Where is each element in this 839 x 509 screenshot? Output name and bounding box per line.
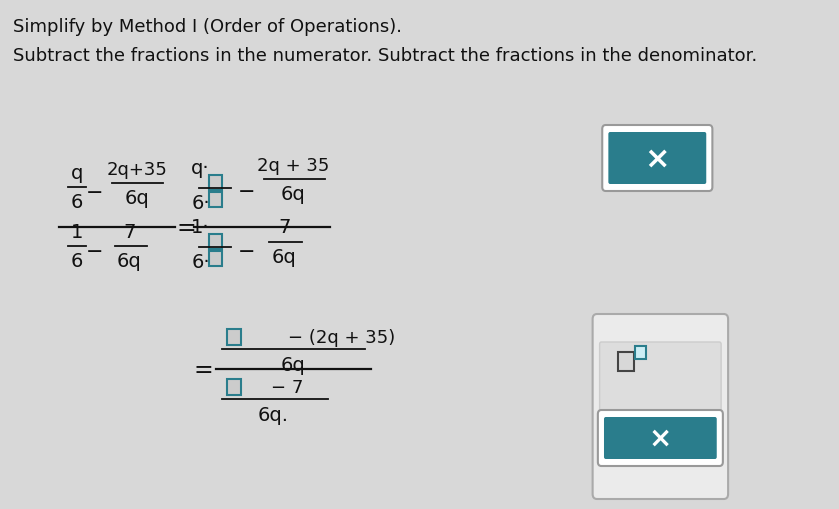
Text: =: =	[194, 357, 214, 381]
Text: 6: 6	[70, 192, 83, 212]
Text: − 7: − 7	[271, 378, 304, 396]
Text: q: q	[70, 164, 83, 183]
Text: 6q: 6q	[280, 355, 305, 374]
FancyBboxPatch shape	[210, 234, 222, 249]
FancyBboxPatch shape	[210, 175, 222, 190]
FancyBboxPatch shape	[227, 379, 242, 395]
Text: 6q: 6q	[125, 189, 149, 208]
Text: 6·: 6·	[191, 193, 210, 213]
FancyBboxPatch shape	[210, 251, 222, 266]
FancyBboxPatch shape	[598, 410, 723, 466]
Text: 6q: 6q	[272, 247, 296, 267]
FancyBboxPatch shape	[600, 343, 721, 411]
Text: Simplify by Method I (Order of Operations).: Simplify by Method I (Order of Operation…	[13, 18, 402, 36]
FancyBboxPatch shape	[618, 352, 634, 371]
Text: q·: q·	[191, 159, 210, 178]
FancyBboxPatch shape	[604, 417, 717, 459]
FancyBboxPatch shape	[227, 329, 242, 345]
Text: Subtract the fractions in the numerator. Subtract the fractions in the denominat: Subtract the fractions in the numerator.…	[13, 47, 758, 65]
FancyBboxPatch shape	[635, 346, 646, 359]
Text: −: −	[237, 182, 255, 202]
Text: 6q: 6q	[117, 251, 142, 270]
Text: 1·: 1·	[191, 217, 210, 237]
Text: 2q+35: 2q+35	[107, 161, 168, 179]
Text: 6q.: 6q.	[258, 405, 289, 424]
Text: ×: ×	[649, 424, 672, 452]
Text: − (2q + 35): − (2q + 35)	[289, 328, 396, 346]
Text: ×: ×	[644, 144, 670, 173]
Text: −: −	[86, 242, 103, 262]
Text: 6: 6	[70, 251, 83, 270]
Text: 7: 7	[278, 217, 290, 237]
Text: −: −	[86, 183, 103, 203]
Text: =: =	[176, 216, 196, 240]
FancyBboxPatch shape	[210, 192, 222, 207]
Text: −: −	[237, 242, 255, 262]
Text: 2q + 35: 2q + 35	[257, 157, 329, 175]
Text: 6q: 6q	[280, 185, 305, 204]
Text: 6·: 6·	[191, 252, 210, 271]
Text: 7: 7	[123, 222, 136, 242]
FancyBboxPatch shape	[592, 315, 728, 499]
FancyBboxPatch shape	[608, 133, 706, 185]
Text: 1: 1	[70, 222, 83, 242]
FancyBboxPatch shape	[602, 126, 712, 191]
